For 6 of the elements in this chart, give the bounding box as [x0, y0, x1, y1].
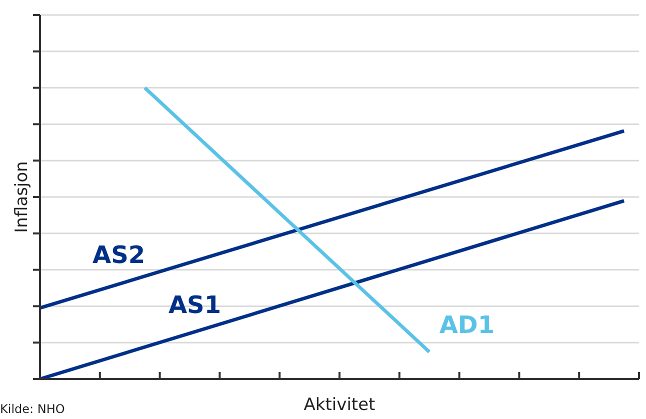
series-label: AD1: [439, 310, 495, 339]
x-axis-title: Aktivitet: [304, 395, 376, 415]
text: Kilde: NHO: [0, 402, 65, 416]
series-label: AS1: [168, 290, 222, 319]
series-label: AS2: [92, 241, 146, 270]
y-axis-title: Inflasjon: [12, 160, 32, 232]
